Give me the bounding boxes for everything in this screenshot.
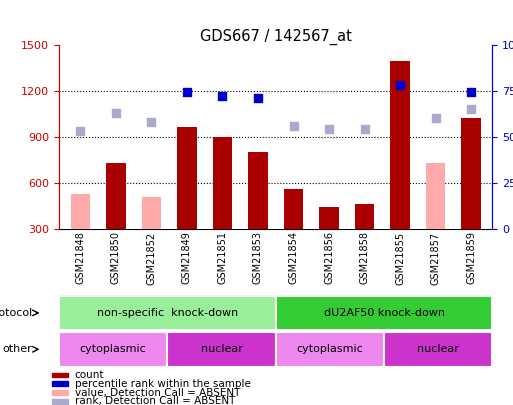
Text: GSM21858: GSM21858: [360, 232, 369, 284]
Text: GSM21850: GSM21850: [111, 232, 121, 284]
Text: GSM21856: GSM21856: [324, 232, 334, 284]
Text: cytoplasmic: cytoplasmic: [297, 344, 363, 354]
Bar: [319, 207, 339, 229]
Text: GSM21851: GSM21851: [218, 232, 227, 284]
Point: [467, 106, 475, 112]
Bar: [167, 332, 275, 367]
Bar: [59, 332, 167, 367]
Title: GDS667 / 142567_at: GDS667 / 142567_at: [200, 28, 352, 45]
Text: GSM21857: GSM21857: [430, 232, 441, 285]
Bar: [284, 189, 303, 229]
Bar: [461, 118, 481, 229]
Text: percentile rank within the sample: percentile rank within the sample: [75, 379, 250, 389]
Text: GSM21852: GSM21852: [146, 232, 156, 285]
Bar: [213, 137, 232, 229]
Bar: [177, 128, 196, 229]
Text: dU2AF50 knock-down: dU2AF50 knock-down: [324, 308, 445, 318]
Bar: [248, 152, 268, 229]
Bar: [142, 196, 161, 229]
Bar: [275, 332, 384, 367]
Bar: [71, 194, 90, 229]
Text: GSM21853: GSM21853: [253, 232, 263, 284]
Point: [325, 126, 333, 132]
Point: [112, 109, 120, 116]
Bar: [52, 382, 68, 386]
Point: [219, 93, 227, 99]
Bar: [390, 62, 410, 229]
Text: other: other: [3, 344, 32, 354]
Point: [147, 119, 155, 125]
Text: nuclear: nuclear: [418, 344, 459, 354]
Bar: [52, 373, 68, 377]
Bar: [426, 163, 445, 229]
Text: GSM21855: GSM21855: [395, 232, 405, 285]
Text: GSM21848: GSM21848: [75, 232, 85, 284]
Text: GSM21859: GSM21859: [466, 232, 476, 284]
Text: value, Detection Call = ABSENT: value, Detection Call = ABSENT: [75, 388, 240, 398]
Text: rank, Detection Call = ABSENT: rank, Detection Call = ABSENT: [75, 396, 235, 405]
Text: GSM21854: GSM21854: [288, 232, 299, 284]
Point: [76, 128, 85, 134]
Point: [289, 122, 298, 129]
Bar: [384, 332, 492, 367]
Bar: [59, 296, 275, 330]
Bar: [52, 390, 68, 395]
Bar: [106, 163, 126, 229]
Point: [361, 126, 369, 132]
Text: count: count: [75, 370, 104, 380]
Point: [396, 82, 404, 88]
Bar: [275, 296, 492, 330]
Text: GSM21849: GSM21849: [182, 232, 192, 284]
Point: [254, 95, 262, 101]
Text: protocol: protocol: [0, 308, 32, 318]
Text: nuclear: nuclear: [201, 344, 243, 354]
Text: non-specific  knock-down: non-specific knock-down: [97, 308, 238, 318]
Point: [431, 115, 440, 122]
Point: [467, 89, 475, 96]
Bar: [52, 399, 68, 404]
Text: cytoplasmic: cytoplasmic: [80, 344, 147, 354]
Bar: [355, 204, 374, 229]
Point: [183, 89, 191, 96]
